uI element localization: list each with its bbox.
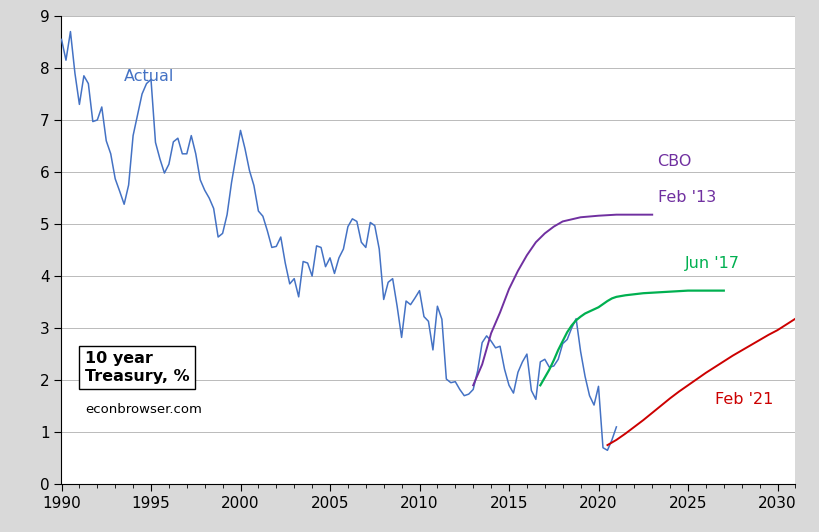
Text: 10 year
Treasury, %: 10 year Treasury, % xyxy=(84,352,189,384)
Text: econbrowser.com: econbrowser.com xyxy=(84,403,201,417)
Text: CBO: CBO xyxy=(657,154,691,169)
Text: Feb '21: Feb '21 xyxy=(714,393,772,408)
Text: Actual: Actual xyxy=(124,69,174,84)
Text: Feb '13: Feb '13 xyxy=(657,190,715,205)
Text: Jun '17: Jun '17 xyxy=(684,255,739,271)
